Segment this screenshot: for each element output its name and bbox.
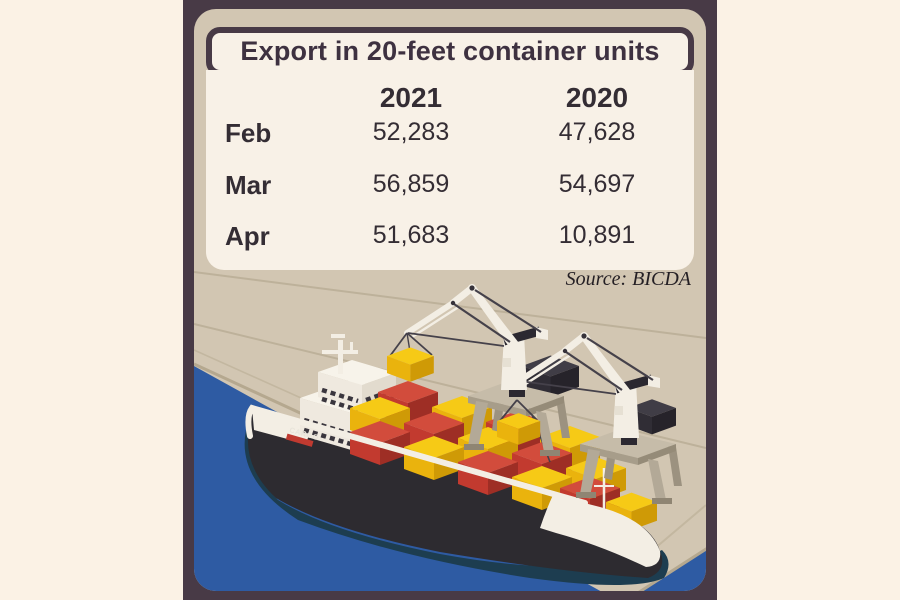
ship-mast bbox=[322, 334, 358, 374]
ship-bow-deck bbox=[540, 495, 661, 567]
table-header-row: 2021 2020 bbox=[206, 82, 694, 116]
page-title: Export in 20-feet container units bbox=[240, 36, 660, 66]
infographic-panel: Export in 20-feet container units 2021 2… bbox=[183, 0, 717, 600]
hoisted-container-upper bbox=[387, 332, 434, 382]
column-header-2020: 2020 bbox=[565, 82, 629, 113]
value-mar-2020: 54,697 bbox=[558, 170, 636, 198]
value-feb-2021: 52,283 bbox=[372, 118, 450, 146]
hoisted-container-lower bbox=[497, 399, 541, 445]
value-feb-2020: 47,628 bbox=[558, 118, 636, 146]
title-box: Export in 20-feet container units bbox=[206, 27, 694, 76]
source-credit: Source: BICDA bbox=[565, 268, 691, 290]
row-label-apr: Apr bbox=[225, 221, 270, 251]
data-table: 2021 2020 Feb 52,283 47,628 Mar 56,859 5… bbox=[206, 70, 694, 270]
table-row: Apr 51,683 10,891 bbox=[206, 221, 694, 255]
cargo-ship: CARGO bbox=[244, 334, 669, 585]
row-label-mar: Mar bbox=[225, 170, 272, 200]
table-row: Feb 52,283 47,628 bbox=[206, 118, 694, 152]
column-header-2021: 2021 bbox=[379, 82, 443, 113]
value-apr-2021: 51,683 bbox=[372, 221, 450, 249]
row-label-feb: Feb bbox=[225, 118, 272, 148]
harbor-crane-front bbox=[387, 285, 570, 456]
value-apr-2020: 10,891 bbox=[558, 221, 636, 249]
table-row: Mar 56,859 54,697 bbox=[206, 170, 694, 204]
value-mar-2021: 56,859 bbox=[372, 170, 450, 198]
